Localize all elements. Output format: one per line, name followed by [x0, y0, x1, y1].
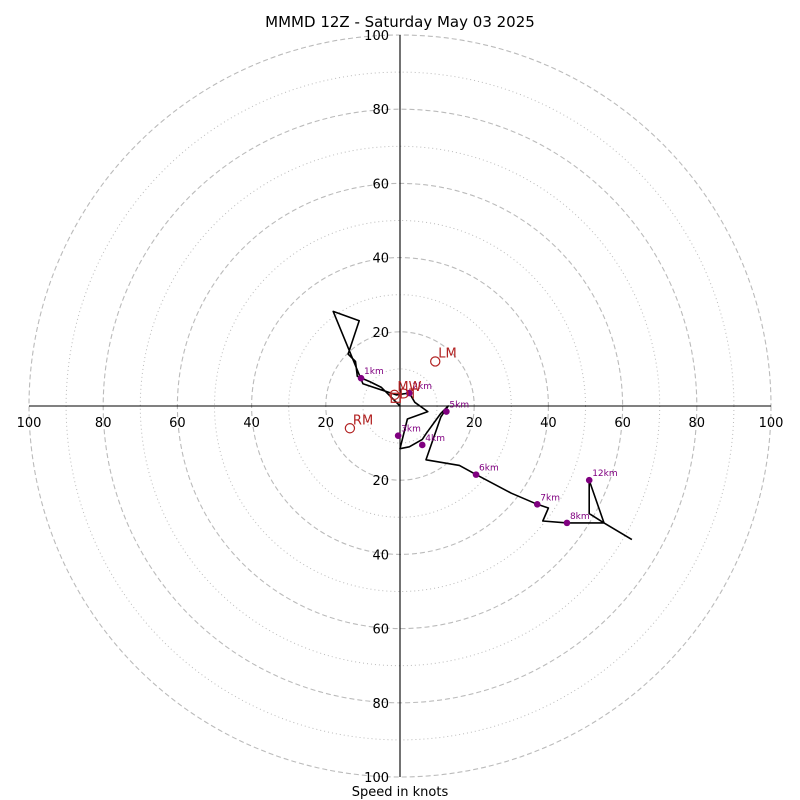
wind-profile-line: [332, 310, 633, 541]
chart-title: MMMD 12Z - Saturday May 03 2025: [265, 13, 535, 31]
x-axis-label: Speed in knots: [352, 785, 449, 800]
x-tick-label: 60: [169, 416, 186, 431]
motion-marker: [389, 389, 400, 401]
height-point: [472, 471, 480, 478]
x-tick-label: 40: [540, 416, 557, 431]
y-tick-label: 40: [372, 252, 389, 267]
x-tick-label: 20: [318, 416, 335, 431]
x-tick-label: 80: [689, 416, 706, 431]
height-point: [357, 374, 365, 382]
y-tick-label: 80: [372, 697, 389, 712]
height-point: [585, 476, 593, 484]
height-label: 7km: [540, 493, 560, 503]
motion-marker: [390, 392, 401, 403]
x-tick-label: 100: [759, 416, 784, 431]
height-label: 8km: [570, 512, 590, 522]
height-point: [418, 441, 426, 449]
height-label: 5km: [449, 401, 469, 411]
x-tick-label: 40: [243, 416, 260, 431]
height-point: [563, 519, 571, 527]
height-point: [394, 432, 402, 439]
height-label: 1km: [364, 367, 384, 377]
y-tick-label: 20: [372, 326, 389, 341]
y-tick-label: 100: [364, 29, 389, 44]
motion-label: MW: [397, 380, 421, 395]
motion-marker: [430, 356, 441, 367]
x-tick-label: 20: [466, 416, 483, 431]
height-point: [533, 501, 541, 508]
motion-label: DT: [399, 387, 417, 402]
height-label: 12km: [592, 469, 617, 479]
y-tick-label: 60: [372, 623, 389, 638]
y-tick-label: 60: [372, 177, 389, 192]
height-label: 4km: [425, 434, 445, 444]
hodograph-trace: [332, 310, 633, 541]
x-tick-label: 100: [17, 416, 42, 431]
height-markers: 1km 2km 3km 4km 5km 6km 7km 8km 12km: [357, 367, 618, 527]
motion-label: LM: [438, 346, 456, 361]
y-tick-label: 80: [372, 103, 389, 118]
tick-labels: 100 80 60 40 20 20 40 60 80 100 100 80 60 40 20 20 40 60 8…: [17, 29, 784, 786]
height-point: [405, 389, 413, 397]
motion-marker: [344, 423, 356, 434]
y-tick-label: 20: [372, 474, 389, 489]
y-tick-label: 100: [364, 771, 389, 786]
motion-label: RM: [353, 413, 373, 428]
x-tick-label: 80: [95, 416, 112, 431]
height-label: 3km: [401, 425, 421, 435]
height-label: 6km: [479, 464, 499, 474]
x-tick-label: 60: [614, 416, 631, 431]
y-tick-label: 40: [372, 548, 389, 563]
height-point: [443, 408, 450, 415]
height-label: 2km: [412, 382, 432, 392]
